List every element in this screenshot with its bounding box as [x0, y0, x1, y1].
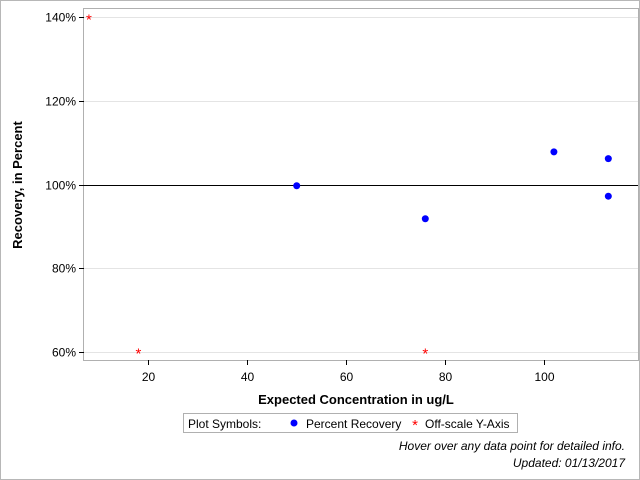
x-axis-title: Expected Concentration in ug/L: [258, 392, 454, 407]
point-off-scale-y-axis[interactable]: *: [422, 346, 428, 363]
hover-note: Hover over any data point for detailed i…: [398, 439, 625, 453]
x-tick-label: 100: [534, 370, 554, 384]
y-tick-label: 140%: [45, 11, 76, 25]
point-percent-recovery[interactable]: [604, 155, 612, 163]
axes: 60% 80% 100% 120% 140% 20 40 60 80 100: [45, 11, 555, 385]
legend: Plot Symbols: Percent Recovery * Off-sca…: [183, 413, 518, 434]
point-off-scale-y-axis[interactable]: *: [135, 346, 141, 363]
y-tick-label: 100%: [45, 179, 76, 193]
legend-label-off-scale: Off-scale Y-Axis: [425, 417, 509, 431]
updated-date: Updated: 01/13/2017: [512, 456, 625, 470]
y-axis-title: Recovery, in Percent: [10, 121, 25, 249]
x-tick-label: 80: [439, 370, 453, 384]
point-percent-recovery[interactable]: [550, 148, 558, 156]
point-percent-recovery[interactable]: [293, 182, 301, 190]
data-points[interactable]: * * *: [86, 11, 612, 363]
legend-box: [183, 413, 518, 433]
y-tick-label: 60%: [52, 346, 76, 360]
point-percent-recovery[interactable]: [421, 215, 429, 223]
point-percent-recovery[interactable]: [604, 192, 612, 200]
x-tick-label: 60: [340, 370, 354, 384]
legend-label-percent-recovery: Percent Recovery: [306, 417, 401, 431]
point-off-scale-y-axis[interactable]: *: [86, 11, 92, 28]
y-tick-label: 120%: [45, 95, 76, 109]
x-tick-label: 40: [241, 370, 255, 384]
plot-area-border: [83, 8, 639, 361]
legend-title: Plot Symbols:: [188, 417, 261, 431]
legend-symbol-percent-recovery: [290, 419, 298, 427]
legend-symbol-off-scale: *: [412, 417, 418, 434]
x-tick-label: 20: [142, 370, 156, 384]
gridlines: [84, 17, 638, 353]
y-tick-label: 80%: [52, 262, 76, 276]
